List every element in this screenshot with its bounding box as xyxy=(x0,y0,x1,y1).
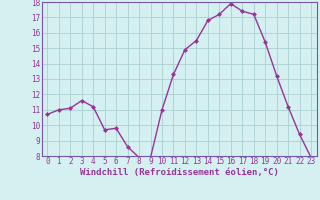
X-axis label: Windchill (Refroidissement éolien,°C): Windchill (Refroidissement éolien,°C) xyxy=(80,168,279,177)
